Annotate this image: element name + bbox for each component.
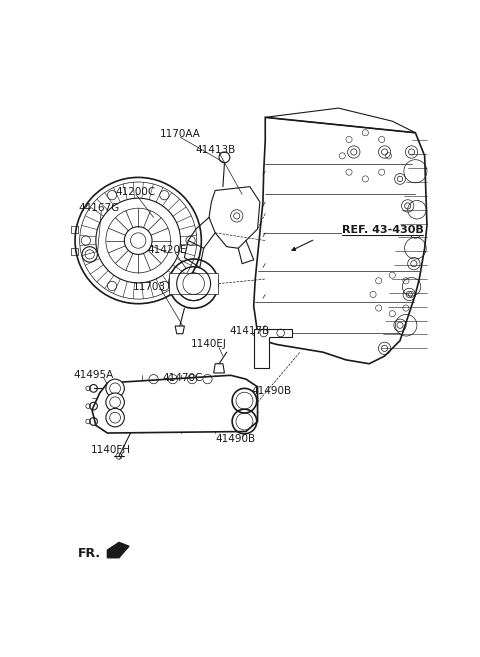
Text: 1140FH: 1140FH [91,445,131,455]
Circle shape [106,409,124,427]
Text: 44167G: 44167G [78,203,120,214]
Text: 41490B: 41490B [216,434,256,444]
Text: FR.: FR. [78,547,101,560]
Text: REF. 43-430B: REF. 43-430B [342,225,424,235]
Polygon shape [169,273,218,294]
Polygon shape [92,375,258,433]
Text: 1140EJ: 1140EJ [191,340,227,350]
Text: 41495A: 41495A [73,371,114,380]
Text: 41417B: 41417B [230,327,270,336]
Text: 41200C: 41200C [116,187,156,197]
Text: 41413B: 41413B [195,145,235,154]
Text: 11703: 11703 [133,282,166,292]
Text: 1170AA: 1170AA [160,129,201,139]
Text: 41470C: 41470C [163,373,203,382]
Circle shape [106,379,124,397]
Text: 41420E: 41420E [148,245,187,255]
Polygon shape [108,543,129,558]
Text: 41490B: 41490B [252,386,291,396]
Polygon shape [254,329,292,367]
Circle shape [106,393,124,411]
